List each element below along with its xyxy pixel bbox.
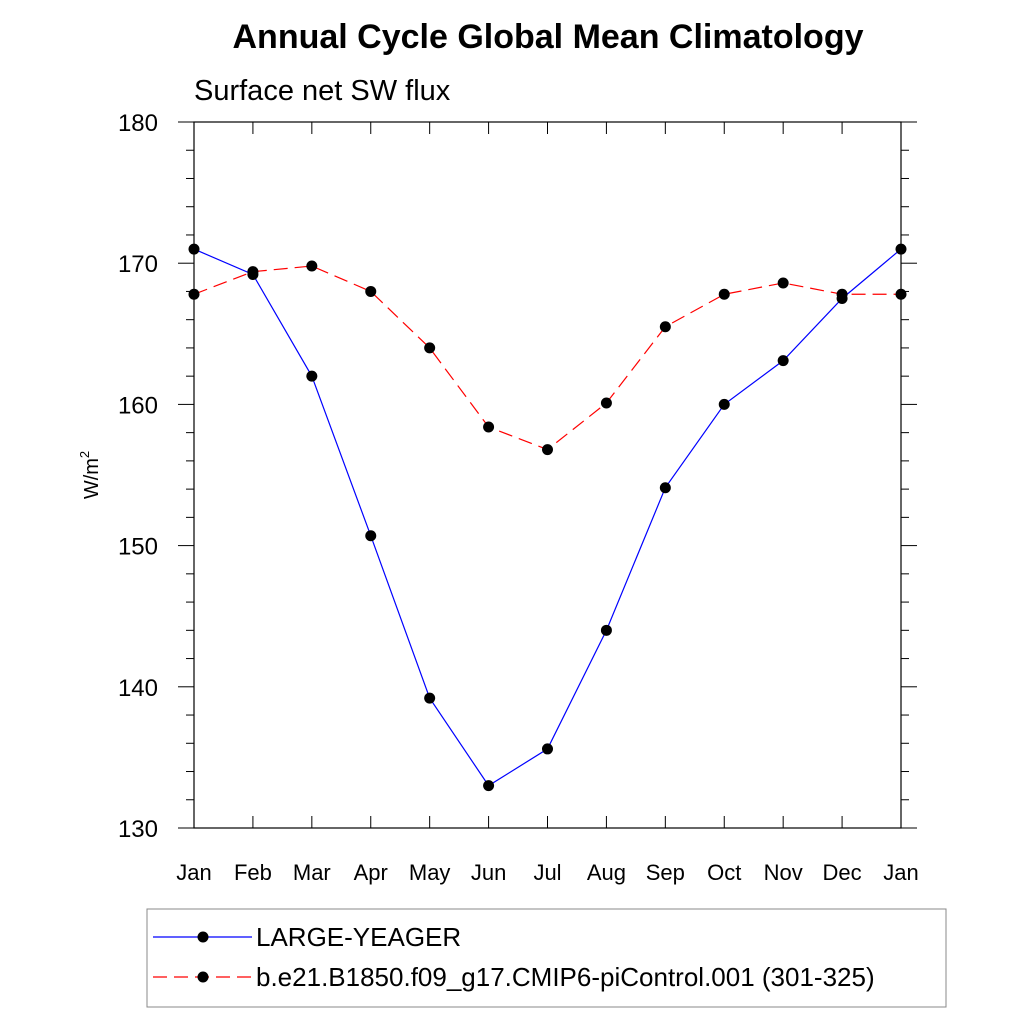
data-point [424,342,436,354]
x-tick-label: Jan [176,860,211,885]
y-tick-label: 130 [118,816,158,843]
data-point [659,321,671,333]
data-point [718,398,730,410]
data-point [365,530,377,542]
y-tick-label: 170 [118,251,158,278]
legend: LARGE-YEAGER b.e21.B1850.f09_g17.CMIP6-pi… [146,908,947,1008]
series-2 [188,260,907,456]
legend-label: b.e21.B1850.f09_g17.CMIP6-piControl.001 … [256,962,875,992]
data-point [306,370,318,382]
x-tick-label: Aug [587,860,626,885]
data-point [542,444,553,456]
data-point [718,288,730,300]
x-tick-label: Jun [471,860,506,885]
data-point [188,288,200,300]
data-point [247,266,259,278]
legend-marker [197,931,209,943]
chart-title: Annual Cycle Global Mean Climatology [233,18,864,56]
series-1 [188,243,907,792]
data-point [777,277,789,289]
data-point [777,355,789,367]
y-tick-label: 150 [118,534,158,561]
y-axis-label: W/m2 [77,451,103,499]
data-point [895,288,907,300]
x-tick-label: Feb [234,860,272,885]
x-tick-label: Dec [823,860,862,885]
y-tick-label: 140 [118,675,158,702]
data-point [600,624,612,636]
x-tick-label: Nov [764,860,803,885]
legend-label: LARGE-YEAGER [256,922,461,952]
y-axis-label-base: W/m [81,458,103,499]
plot-frame [193,121,902,829]
plot-area: Jan Feb Mar Apr May Jun Jul Aug Sep Oct Nov Dec Jan 1… [118,110,919,885]
x-tick-label: Mar [293,860,331,885]
x-tick-label: Jul [533,860,561,885]
data-point [600,397,612,409]
data-point [483,421,495,433]
x-tick-label: Apr [354,860,388,885]
data-point [659,482,671,494]
y-axis-label-superscript: 2 [77,451,92,458]
data-point [365,285,377,297]
series-line [193,248,902,787]
data-point [483,780,495,792]
data-point [424,692,436,704]
x-tick-label: Jan [883,860,918,885]
data-point [188,243,200,255]
x-tick-label: Sep [646,860,685,885]
chart-subtitle: Surface net SW flux [194,75,451,107]
x-tick-label: Oct [707,860,741,885]
svg-text:W/m2: W/m2 [77,451,103,499]
legend-marker [197,971,209,983]
data-point [306,260,318,272]
data-point [542,743,553,755]
data-point [895,243,907,255]
data-point [836,288,848,300]
y-tick-label: 180 [118,110,158,137]
legend-box [146,908,947,1008]
x-tick-label: May [409,860,451,885]
y-tick-label: 160 [118,392,158,419]
series-line [193,265,901,451]
